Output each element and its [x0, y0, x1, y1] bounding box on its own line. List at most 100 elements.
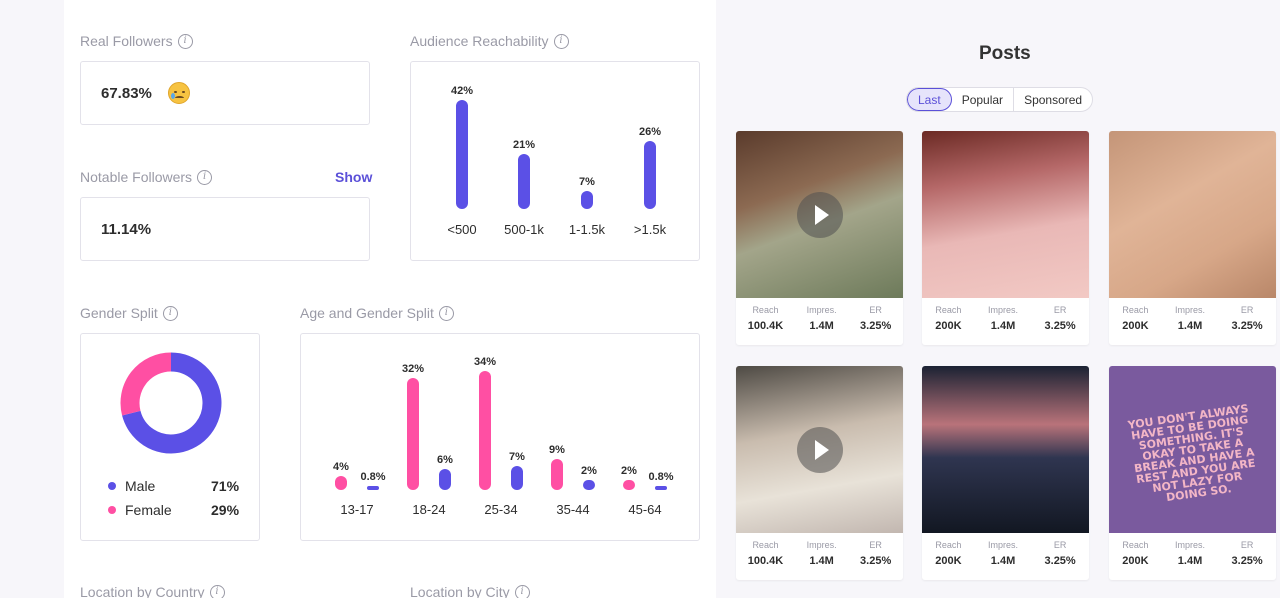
sad-face-icon — [168, 82, 190, 104]
post-stats: Reach 100.4K Impres. 1.4M ER 3.25% — [736, 540, 903, 567]
post-thumbnail — [1109, 131, 1276, 298]
stat-label: Impres. — [1175, 305, 1206, 315]
info-icon[interactable]: i — [514, 584, 530, 598]
play-icon[interactable] — [797, 427, 843, 473]
post-card[interactable]: Reach 200K Impres. 1.4M ER 3.25% — [922, 366, 1089, 580]
post-stats: Reach 200K Impres. 1.4M ER 3.25% — [1109, 305, 1276, 332]
stat-er: ER 3.25% — [860, 540, 891, 567]
stat-label: Impres. — [988, 305, 1019, 315]
age-category-label: 45-64 — [628, 502, 662, 517]
stat-value: 3.25% — [1044, 320, 1076, 332]
stat-impressions: Impres. 1.4M — [807, 540, 837, 567]
stat-impressions: Impres. 1.4M — [988, 540, 1018, 567]
age-bar-male — [439, 469, 451, 490]
stat-er: ER 3.25% — [860, 305, 891, 332]
legend-female: Female — [108, 502, 172, 518]
info-icon[interactable]: i — [177, 33, 193, 49]
location-country-title: Location by Country — [80, 584, 205, 598]
stat-value: 3.25% — [1044, 555, 1076, 567]
stat-er: ER 3.25% — [1232, 540, 1263, 567]
info-icon[interactable]: i — [197, 169, 213, 185]
notable-followers-title: Notable Followers — [80, 169, 193, 185]
donut-slice-female — [120, 352, 172, 416]
reach-bar — [456, 99, 468, 209]
donut-slice-male — [122, 352, 222, 454]
info-icon[interactable]: i — [162, 305, 178, 321]
age-bar-male — [583, 480, 595, 490]
stat-reach: Reach 200K — [1122, 305, 1148, 332]
age-bar-label: 9% — [549, 443, 565, 456]
post-card[interactable]: Reach 100.4K Impres. 1.4M ER 3.25% — [736, 366, 903, 580]
stat-impressions: Impres. 1.4M — [1175, 540, 1205, 567]
notable-followers-value: 11.14% — [101, 221, 152, 238]
age-bar-female — [335, 476, 347, 490]
stat-reach: Reach 200K — [935, 305, 961, 332]
stat-label: Reach — [1122, 305, 1149, 315]
audience-reachability-label: Audience Reachability i — [410, 33, 569, 49]
real-followers-label: Real Followers i — [80, 33, 193, 49]
stat-value: 200K — [1122, 555, 1149, 567]
age-bar-male — [511, 465, 523, 490]
notable-followers-card: 11.14% — [80, 197, 370, 261]
post-thumbnail — [922, 131, 1089, 298]
info-icon[interactable]: i — [209, 584, 225, 598]
stat-label: ER — [1053, 540, 1067, 550]
post-thumbnail — [1109, 366, 1276, 533]
reach-bar-label: 21% — [512, 139, 536, 152]
age-bar-female — [407, 378, 419, 490]
post-card[interactable]: Reach 200K Impres. 1.4M ER 3.25% — [922, 131, 1089, 345]
age-bar-label: 34% — [473, 356, 497, 368]
gender-donut — [120, 352, 222, 454]
notable-followers-label: Notable Followers i — [80, 169, 213, 185]
real-followers-card: 67.83% — [80, 61, 370, 125]
stat-label: Impres. — [806, 305, 837, 315]
age-category-label: 13-17 — [340, 502, 374, 517]
tab-last[interactable]: Last — [907, 88, 952, 111]
stat-reach: Reach 100.4K — [748, 305, 783, 332]
stat-value: 1.4M — [1177, 555, 1203, 567]
posts-title: Posts — [979, 43, 1031, 64]
stat-value: 1.4M — [1177, 320, 1203, 332]
tab-sponsored[interactable]: Sponsored — [1024, 92, 1083, 107]
reach-bar-label: 42% — [450, 84, 474, 97]
show-notable-followers-link[interactable]: Show — [335, 169, 373, 185]
info-icon[interactable]: i — [553, 33, 569, 49]
audience-reachability-chart: 42% <500 21% 500-1k 7% 1-1.5k 26% >1.5k — [410, 61, 700, 261]
stat-value: 100.4K — [747, 320, 784, 332]
reach-category-label: 1-1.5k — [568, 222, 606, 237]
stat-er: ER 3.25% — [1045, 305, 1076, 332]
post-card[interactable]: Reach 200K Impres. 1.4M ER 3.25% — [1109, 131, 1276, 345]
male-dot-icon — [108, 482, 116, 490]
audience-reachability-title: Audience Reachability — [410, 33, 549, 49]
legend-female-label: Female — [125, 502, 172, 518]
stat-label: ER — [869, 540, 882, 550]
age-bar-label: 0.8% — [648, 471, 674, 483]
female-dot-icon — [108, 506, 116, 514]
stat-value: 3.25% — [860, 555, 892, 567]
stat-label: ER — [1240, 305, 1254, 315]
age-bar-label: 32% — [401, 363, 425, 375]
post-card[interactable]: You don't always have to be doing someth… — [1109, 366, 1276, 580]
age-gender-split-label: Age and Gender Split i — [300, 305, 454, 321]
gender-split-label: Gender Split i — [80, 305, 178, 321]
legend-male-label: Male — [125, 478, 156, 494]
age-bar-label: 0.8% — [360, 471, 386, 483]
age-bar-label: 2% — [621, 465, 637, 477]
age-category-label: 35-44 — [556, 502, 590, 517]
age-bar-label: 7% — [509, 450, 525, 463]
reach-bar — [644, 141, 656, 209]
legend-male-value: 71% — [211, 478, 240, 494]
post-card[interactable]: Reach 100.4K Impres. 1.4M ER 3.25% — [736, 131, 903, 345]
stat-reach: Reach 100.4K — [748, 540, 783, 567]
age-bar-label: 2% — [581, 465, 597, 477]
left-margin — [0, 0, 64, 598]
tab-popular[interactable]: Popular — [952, 88, 1015, 111]
play-icon[interactable] — [797, 192, 843, 238]
info-icon[interactable]: i — [438, 305, 454, 321]
real-followers-value: 67.83% — [101, 85, 152, 102]
stat-value: 1.4M — [990, 555, 1016, 567]
stat-value: 3.25% — [860, 320, 892, 332]
age-category-label: 18-24 — [412, 502, 446, 517]
age-gender-split-title: Age and Gender Split — [300, 305, 434, 321]
reach-category-label: <500 — [447, 222, 477, 237]
